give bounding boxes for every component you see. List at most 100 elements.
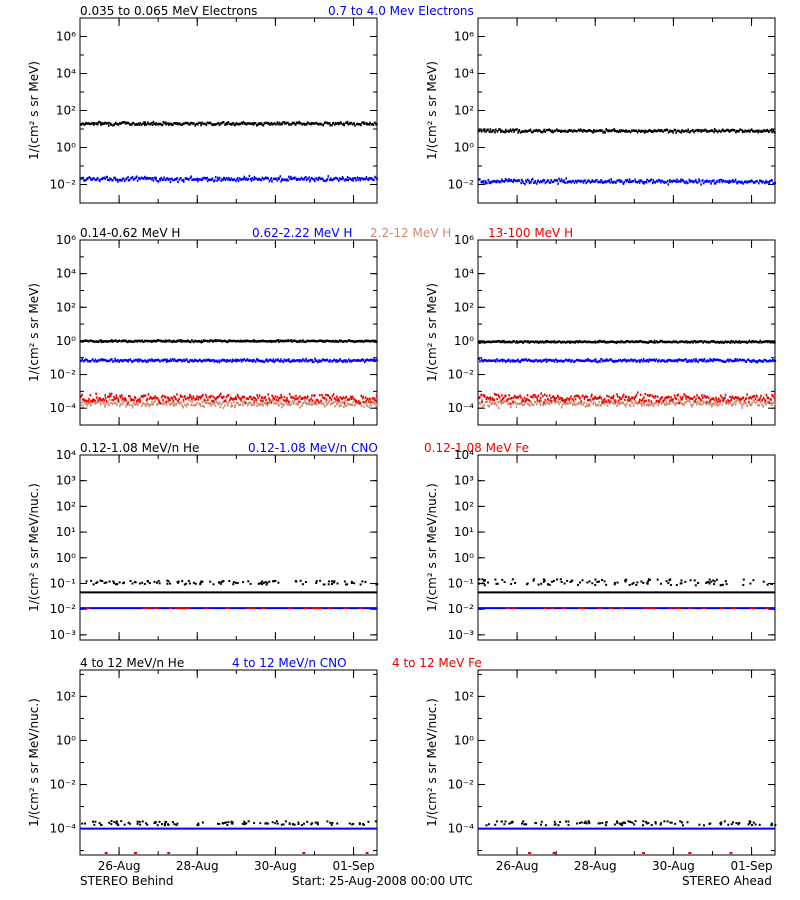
data-point [677,341,679,344]
data-point [719,341,721,344]
data-point [591,393,593,397]
data-point [246,404,249,407]
data-point [578,607,583,610]
data-point [624,579,627,582]
chart-row-4: 4 to 12 MeV/n He 4 to 12 MeV/n CNO 4 to 12… [27,656,777,873]
data-point [195,340,198,343]
data-point [525,130,528,133]
data-point [479,402,481,406]
data-point [243,339,245,343]
data-point [551,359,554,362]
data-point [603,400,605,403]
data-point [589,129,591,132]
data-point [136,402,138,405]
data-point [537,359,540,362]
data-point [319,122,322,126]
y-tick-label: 10⁴ [454,67,474,81]
data-point [628,396,630,399]
data-point [651,181,654,185]
data-point [524,823,527,826]
y-tick-label: 10² [56,499,76,513]
data-point [375,340,377,343]
data-point [772,401,774,404]
y-tick-label: 10⁰ [454,733,474,747]
data-point [700,358,702,361]
data-point [138,359,141,363]
data-point [691,359,693,362]
data-point [542,359,545,362]
data-point [537,341,540,344]
data-point [275,123,277,126]
data-point [560,406,563,409]
data-point [331,394,334,398]
data-point [89,122,91,126]
data-point [658,358,660,362]
data-point [277,399,280,402]
data-point [325,398,328,401]
data-point [528,403,530,406]
legend-label: 0.14-0.62 MeV H [80,226,180,240]
data-point [605,341,607,344]
data-point [560,341,562,344]
data-point [263,177,265,180]
data-point [524,182,526,186]
data-point [321,393,323,397]
data-point [148,358,151,361]
data-point [684,580,687,583]
data-point [579,397,581,400]
data-point [628,397,630,401]
data-point [771,179,773,182]
data-point [119,394,121,398]
data-point [577,583,579,586]
data-point [523,823,526,826]
data-point [478,357,480,360]
data-point [594,396,597,400]
data-point [624,404,627,408]
data-point [536,400,539,403]
data-point [602,131,604,134]
data-point [593,400,595,403]
data-point [222,121,224,124]
data-point [607,180,609,183]
data-point [335,176,337,180]
data-point [233,124,236,127]
data-point [235,122,238,125]
data-point [604,131,606,134]
data-point [513,360,516,363]
data-point [566,579,569,582]
data-point [372,397,375,400]
data-point [285,121,288,125]
data-point [337,402,339,406]
data-point [151,339,154,343]
data-point [741,181,743,184]
data-point [136,822,139,825]
data-point [350,339,353,343]
data-point [144,339,146,343]
data-point [267,121,270,125]
data-point [103,122,105,125]
data-point [368,177,370,180]
data-point [536,396,538,399]
data-point [238,397,241,400]
data-point [556,360,559,363]
data-point [205,400,207,403]
legend-label: 0.12-1.08 MeV/n CNO [248,441,378,455]
data-point [376,178,378,181]
data-point [96,340,98,343]
data-point [122,177,125,180]
data-point [613,583,616,586]
data-point [374,398,376,402]
data-point [525,358,528,362]
data-point [280,393,282,397]
data-point [584,129,586,132]
data-point [199,581,202,584]
data-point [662,399,664,403]
data-point [737,396,740,399]
data-point [311,176,313,180]
data-point [575,358,578,362]
data-point [131,360,134,364]
data-series [478,357,776,364]
data-point [193,404,195,407]
data-point [253,403,256,406]
